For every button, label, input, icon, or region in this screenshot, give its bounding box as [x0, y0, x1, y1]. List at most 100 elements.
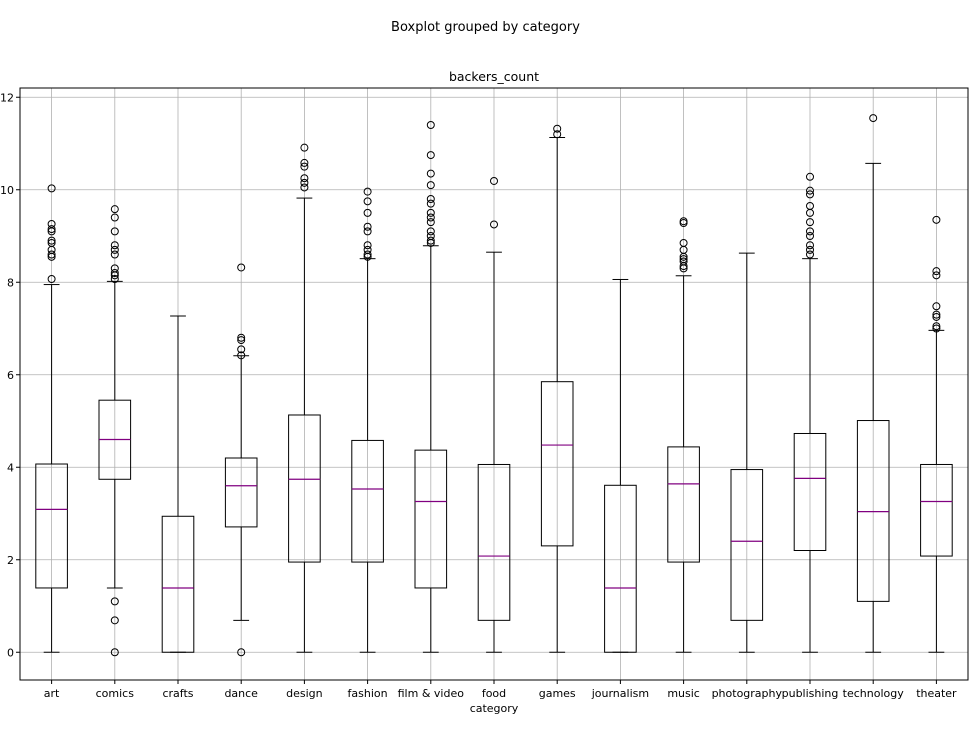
outlier-point — [237, 351, 246, 360]
outlier-point — [426, 218, 435, 227]
x-tick-label: dance — [224, 687, 258, 700]
outlier-point — [426, 195, 435, 203]
outlier-point — [553, 130, 562, 139]
outlier-point — [806, 245, 814, 254]
x-tick-label: publishing — [782, 687, 839, 700]
chart-title: backers_count — [449, 69, 539, 84]
outlier-point — [426, 208, 435, 217]
outlier-point — [806, 250, 814, 259]
outlier-point — [553, 124, 562, 133]
outlier-point — [363, 250, 372, 259]
outlier-point — [237, 333, 246, 342]
outlier-point — [490, 176, 498, 185]
outlier-point — [806, 218, 814, 227]
outlier-point — [300, 178, 309, 187]
outlier-point — [869, 114, 878, 123]
outlier-point — [300, 162, 309, 171]
y-tick-label: 0 — [7, 646, 14, 659]
box — [856, 420, 890, 602]
x-tick-label: theater — [916, 687, 957, 700]
box — [288, 414, 321, 563]
outlier-point — [806, 172, 814, 181]
x-tick-label: film & video — [398, 687, 465, 700]
x-tick-label: music — [667, 687, 700, 700]
y-tick-label: 4 — [7, 461, 14, 474]
outlier-point — [237, 336, 246, 345]
outlier-point — [679, 255, 688, 264]
x-tick-label: technology — [843, 687, 905, 700]
outlier-point — [679, 238, 688, 247]
box — [667, 446, 700, 563]
outlier-point — [363, 187, 372, 196]
outlier-point — [110, 269, 119, 277]
outlier-point — [363, 208, 372, 217]
outlier-point — [110, 648, 119, 657]
outlier-point — [110, 227, 119, 236]
y-tick-label: 10 — [0, 184, 14, 197]
outlier-point — [237, 263, 246, 272]
outlier-point — [110, 205, 119, 214]
x-tick-label: fashion — [348, 687, 388, 700]
x-axis-label: category — [470, 702, 519, 715]
box — [604, 484, 637, 653]
outlier-point — [426, 227, 435, 236]
x-tick-label: food — [482, 687, 506, 700]
outlier-point — [932, 215, 941, 224]
y-tick-label: 6 — [7, 369, 14, 382]
outlier-point — [110, 616, 119, 625]
outlier-point — [363, 197, 372, 206]
outlier-point — [806, 190, 814, 199]
x-tick-label: comics — [96, 687, 135, 700]
outlier-point — [300, 183, 309, 192]
outlier-point — [110, 241, 119, 250]
outlier-point — [300, 143, 309, 152]
outlier-point — [363, 222, 372, 231]
outlier-point — [110, 250, 119, 259]
box — [920, 463, 953, 557]
outlier-point — [47, 236, 56, 245]
outlier-point — [426, 121, 435, 129]
outlier-point — [932, 312, 941, 321]
outlier-point — [679, 257, 688, 266]
outlier-point — [806, 227, 814, 236]
outlier-point — [426, 199, 435, 208]
y-tick-label: 8 — [7, 276, 14, 289]
outlier-point — [806, 232, 814, 240]
outlier-point — [110, 213, 119, 222]
outlier-point — [426, 232, 435, 240]
outlier-point — [490, 220, 498, 229]
outlier-point — [679, 217, 688, 226]
outlier-point — [932, 267, 941, 276]
outlier-point — [47, 250, 56, 259]
box — [730, 469, 764, 621]
outlier-point — [110, 597, 119, 606]
outlier-point — [110, 264, 119, 273]
outlier-point — [237, 648, 246, 657]
outlier-point — [110, 275, 119, 284]
box — [224, 457, 258, 528]
box — [477, 463, 511, 621]
outlier-point — [300, 158, 309, 167]
outlier-point — [932, 302, 941, 311]
y-tick-label: 12 — [0, 91, 14, 104]
outlier-point — [363, 241, 372, 250]
outlier-point — [426, 213, 435, 222]
outlier-point — [110, 245, 119, 254]
box — [793, 432, 827, 551]
outlier-point — [47, 238, 56, 247]
x-tick-label: journalism — [591, 687, 649, 700]
x-tick-label: design — [286, 687, 323, 700]
x-tick-label: crafts — [162, 687, 193, 700]
outlier-point — [363, 227, 372, 236]
outlier-point — [426, 236, 435, 245]
outlier-point — [237, 345, 246, 354]
outlier-point — [47, 219, 56, 228]
outlier-point — [932, 324, 941, 333]
outlier-point — [932, 322, 941, 331]
outlier-point — [300, 174, 309, 183]
box — [351, 439, 384, 563]
outlier-point — [426, 151, 435, 160]
y-tick-label: 2 — [7, 554, 14, 567]
box — [35, 463, 68, 589]
